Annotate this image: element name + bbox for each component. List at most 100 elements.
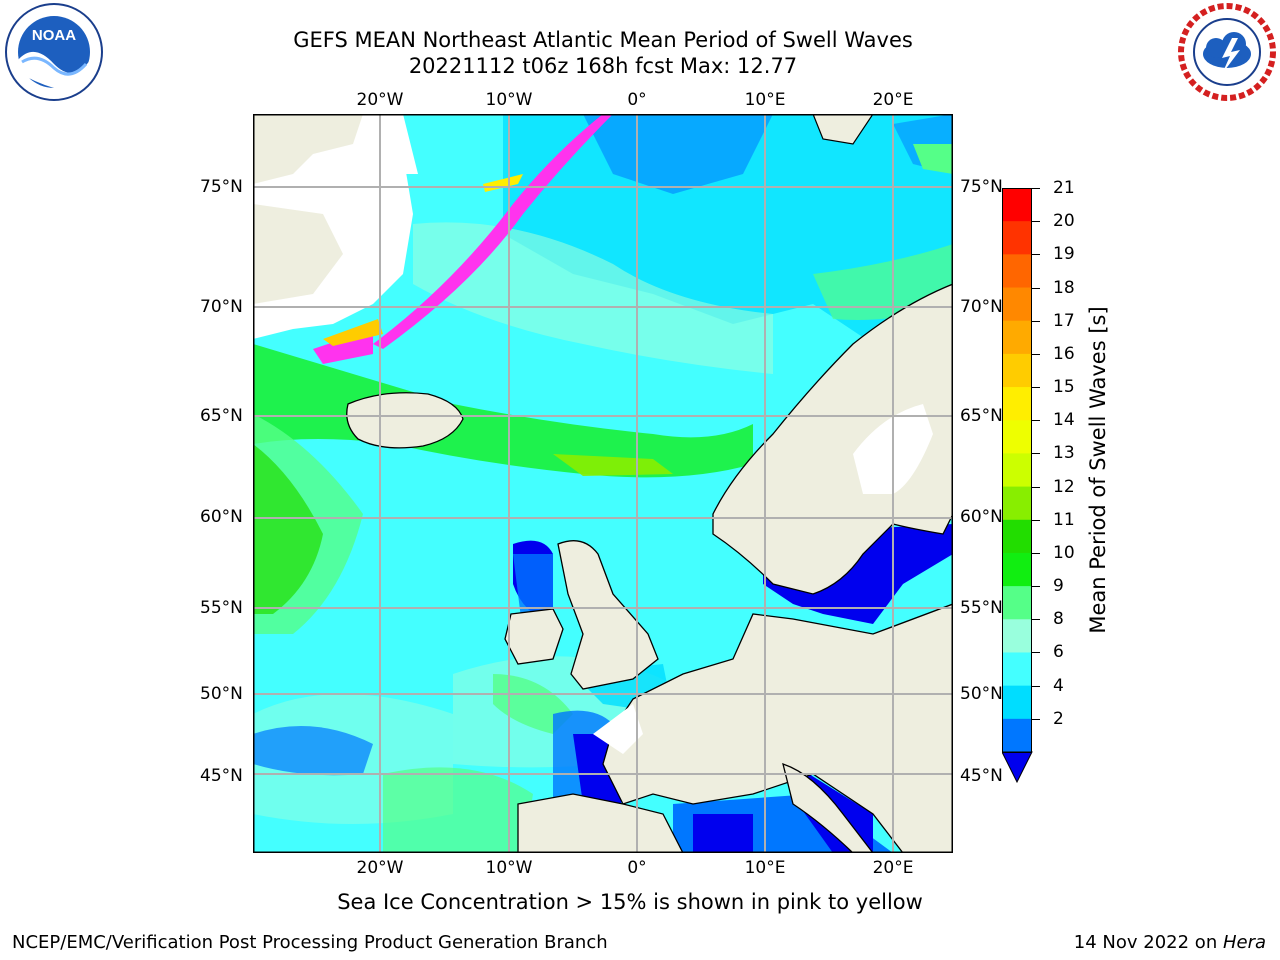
lon-label-top-20w: 20°W	[356, 90, 404, 110]
lat-label-right-45n: 45°N	[960, 766, 1003, 786]
colorbar-tick-label: 10	[1053, 542, 1075, 563]
colorbar-tick-label: 14	[1053, 410, 1075, 431]
noaa-logo: NOAA	[5, 3, 103, 101]
colorbar-tick-mark	[1032, 453, 1040, 455]
colorbar-tick-label: 4	[1053, 675, 1064, 696]
great-britain-land	[557, 540, 659, 690]
iceland-land	[346, 392, 464, 449]
colorbar-tick-mark	[1032, 254, 1040, 256]
colorbar-segment	[1002, 221, 1032, 255]
colorbar-label: Mean Period of Swell Waves [s]	[1086, 306, 1110, 634]
colorbar-segment	[1002, 652, 1032, 687]
colorbar-tick-label: 11	[1053, 509, 1075, 530]
colorbar-border	[1002, 188, 1032, 753]
green-swell-band	[253, 344, 753, 478]
colorbar-tick-mark	[1032, 486, 1040, 488]
colorbar-segment	[1002, 287, 1032, 322]
colorbar-tick-mark	[1032, 287, 1040, 289]
colorbar-tick-label: 19	[1053, 244, 1075, 265]
lon-label-bottom-10w: 10°W	[485, 858, 533, 878]
lat-label-right-70n: 70°N	[960, 297, 1003, 317]
nws-logo	[1178, 3, 1276, 101]
lat-label-right-65n: 65°N	[960, 406, 1003, 426]
colorbar-tick-label: 9	[1053, 576, 1064, 597]
colorbar-tick-label: 2	[1053, 708, 1064, 729]
colorbar-tick-label: 20	[1053, 211, 1075, 232]
colorbar-tick-mark	[1032, 519, 1040, 521]
lat-label-left-70n: 70°N	[200, 297, 243, 317]
colorbar-tick-mark	[1032, 320, 1040, 322]
colorbar-segment	[1002, 586, 1032, 620]
svalbard-land	[812, 114, 874, 145]
colorbar-tick-label: 18	[1053, 277, 1075, 298]
colorbar-tick-label: 12	[1053, 476, 1075, 497]
colorbar-segment	[1002, 387, 1032, 421]
colorbar-segment	[1002, 718, 1032, 753]
forecast-subtitle: 20221112 t06z 168h fcst Max: 12.77	[408, 54, 798, 78]
colorbar-segment	[1002, 188, 1032, 222]
colorbar-tick-mark	[1032, 652, 1040, 654]
colorbar-tick-mark	[1032, 718, 1040, 720]
colorbar-segment	[1002, 453, 1032, 488]
colorbar-tick-mark	[1032, 387, 1040, 389]
colorbar-segment	[1002, 685, 1032, 720]
colorbar-tick-mark	[1032, 420, 1040, 422]
iberia-land	[517, 793, 684, 853]
footer-credit: NCEP/EMC/Verification Post Processing Pr…	[12, 932, 608, 953]
map-title: GEFS MEAN Northeast Atlantic Mean Period…	[293, 28, 913, 52]
footer-date-text: 14 Nov 2022 on	[1073, 932, 1223, 953]
colorbar-tick-label: 17	[1053, 310, 1075, 331]
map-border	[253, 114, 953, 853]
colorbar-tick-label: 15	[1053, 377, 1075, 398]
colorbar-tick-mark	[1032, 619, 1040, 621]
lon-label-top-10w: 10°W	[485, 90, 533, 110]
colorbar-tick-label: 6	[1053, 642, 1064, 663]
colorbar-tick-label: 8	[1053, 609, 1064, 630]
colorbar-segment	[1002, 486, 1032, 521]
colorbar-tick-mark	[1032, 221, 1040, 223]
lon-label-bottom-20w: 20°W	[356, 858, 404, 878]
colorbar-segment	[1002, 353, 1032, 388]
lon-label-bottom-10e: 10°E	[744, 858, 786, 878]
colorbar-tick-label: 13	[1053, 443, 1075, 464]
footer-date: 14 Nov 2022 on Hera	[1074, 932, 1266, 953]
colorbar-tick-mark	[1032, 586, 1040, 588]
continental-europe-land	[602, 603, 953, 853]
lat-label-right-75n: 75°N	[960, 177, 1003, 197]
sea-ice-edge	[373, 114, 613, 349]
colorbar-tick-mark	[1032, 685, 1040, 687]
lon-label-bottom-0: 0°	[627, 858, 647, 878]
colorbar	[1002, 188, 1033, 784]
lon-label-top-20e: 20°E	[872, 90, 914, 110]
colorbar-extend-arrow	[1002, 751, 1033, 784]
colorbar-tick-label: 21	[1053, 178, 1075, 198]
colorbar-segment	[1002, 254, 1032, 289]
lat-label-left-45n: 45°N	[200, 766, 243, 786]
footer-machine: Hera	[1222, 932, 1266, 953]
ireland-land	[504, 608, 564, 665]
lat-label-left-50n: 50°N	[200, 684, 243, 704]
colorbar-segment	[1002, 320, 1032, 355]
lon-label-top-0: 0°	[627, 90, 647, 110]
colorbar-tick-mark	[1032, 353, 1040, 355]
lat-label-left-65n: 65°N	[200, 406, 243, 426]
lat-label-left-75n: 75°N	[200, 177, 243, 197]
colorbar-segment	[1002, 420, 1032, 454]
colorbar-segment	[1002, 519, 1032, 554]
graticule	[253, 114, 953, 853]
lon-label-bottom-20e: 20°E	[872, 858, 914, 878]
lon-label-top-10e: 10°E	[744, 90, 786, 110]
swell-period-map	[253, 114, 953, 853]
lat-label-right-60n: 60°N	[960, 507, 1003, 527]
lat-label-left-55n: 55°N	[200, 598, 243, 618]
colorbar-tick-label: 16	[1053, 343, 1075, 364]
colorbar-segment	[1002, 619, 1032, 653]
lat-label-right-55n: 55°N	[960, 598, 1003, 618]
lat-label-right-50n: 50°N	[960, 684, 1003, 704]
noaa-logo-text: NOAA	[32, 27, 76, 44]
lat-label-left-60n: 60°N	[200, 507, 243, 527]
colorbar-tick-mark	[1032, 188, 1040, 189]
colorbar-tick-mark	[1032, 552, 1040, 554]
sea-ice-note: Sea Ice Concentration > 15% is shown in …	[337, 890, 923, 914]
colorbar-segment	[1002, 552, 1032, 587]
